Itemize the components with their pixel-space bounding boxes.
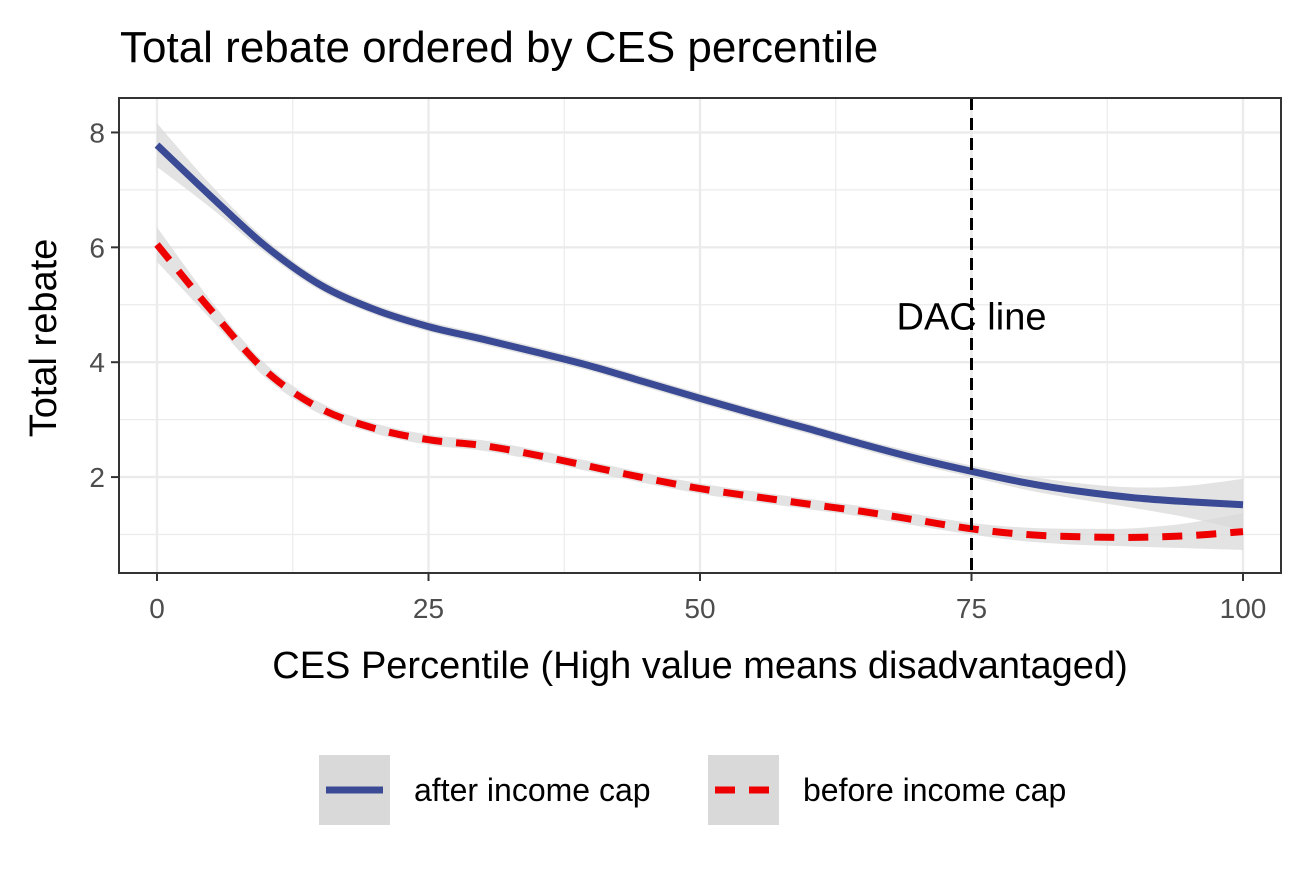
- y-axis-ticks: 2 4 6 8: [89, 117, 119, 493]
- chart-title: Total rebate ordered by CES percentile: [120, 23, 878, 72]
- x-tick-label: 25: [413, 593, 444, 624]
- confidence-band-after: [157, 123, 1243, 531]
- series-lines: [154, 142, 1244, 541]
- series-line-after-income-cap: [154, 142, 1244, 509]
- dac-line-label: DAC line: [897, 296, 1047, 338]
- x-tick-label: 0: [149, 593, 165, 624]
- y-tick-label: 8: [89, 117, 105, 148]
- y-tick-label: 4: [89, 347, 105, 378]
- x-tick-label: 50: [684, 593, 715, 624]
- y-tick-label: 6: [89, 232, 105, 263]
- x-axis-ticks: 0 25 50 75 100: [149, 573, 1266, 624]
- x-tick-label: 75: [956, 593, 987, 624]
- x-tick-label: 100: [1220, 593, 1267, 624]
- y-axis-title: Total rebate: [23, 239, 65, 438]
- legend-label: after income cap: [414, 772, 651, 808]
- y-tick-label: 2: [89, 462, 105, 493]
- legend-label: before income cap: [803, 772, 1066, 808]
- x-axis-title: CES Percentile (High value means disadva…: [272, 645, 1127, 687]
- legend: after income cap before income cap: [319, 755, 1066, 825]
